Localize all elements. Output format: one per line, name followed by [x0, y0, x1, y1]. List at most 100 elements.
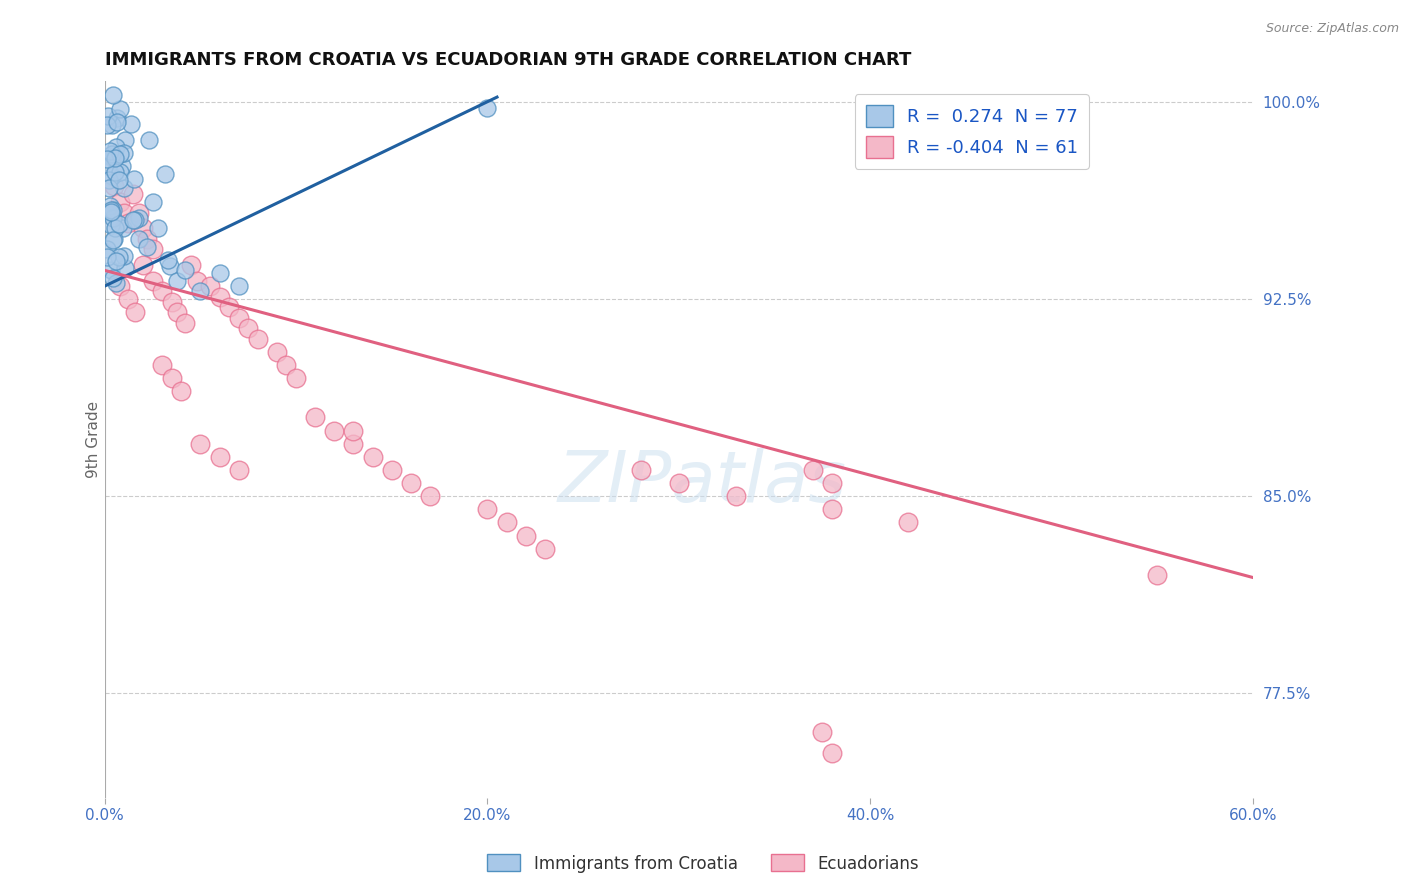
Point [285, 371, 308, 385]
Point [1146, 568, 1168, 582]
Point [725, 489, 748, 503]
Point [108, 279, 131, 293]
Text: ZIPatlas: ZIPatlas [557, 448, 846, 517]
Point [266, 344, 288, 359]
Point [98, 204, 121, 219]
Point [159, 259, 181, 273]
Point [124, 213, 146, 227]
Point [156, 252, 179, 267]
Point [477, 101, 499, 115]
Point [128, 205, 150, 219]
Point [218, 300, 240, 314]
Point [100, 146, 122, 161]
Point [174, 316, 197, 330]
Point [208, 290, 231, 304]
Point [112, 205, 135, 219]
Point [104, 152, 127, 166]
Point [208, 266, 231, 280]
Point [419, 489, 441, 503]
Point [238, 321, 260, 335]
Point [135, 232, 157, 246]
Point [105, 115, 128, 129]
Point [381, 463, 404, 477]
Point [97, 148, 120, 162]
Y-axis label: 9th Grade: 9th Grade [86, 401, 101, 478]
Text: IMMIGRANTS FROM CROATIA VS ECUADORIAN 9TH GRADE CORRELATION CHART: IMMIGRANTS FROM CROATIA VS ECUADORIAN 9T… [104, 51, 911, 69]
Point [103, 232, 125, 246]
Point [174, 263, 197, 277]
Point [141, 243, 163, 257]
Point [801, 463, 824, 477]
Point [153, 167, 176, 181]
Point [112, 181, 135, 195]
Point [190, 436, 212, 450]
Point [228, 279, 250, 293]
Point [150, 285, 173, 299]
Point [128, 232, 150, 246]
Point [105, 140, 128, 154]
Point [141, 274, 163, 288]
Point [342, 424, 364, 438]
Point [100, 218, 122, 232]
Point [150, 358, 173, 372]
Point [111, 160, 134, 174]
Point [98, 181, 121, 195]
Point [304, 410, 326, 425]
Point [246, 332, 269, 346]
Point [105, 276, 128, 290]
Point [108, 250, 131, 264]
Point [170, 384, 193, 398]
Point [198, 279, 221, 293]
Point [122, 213, 145, 227]
Point [103, 270, 125, 285]
Point [141, 195, 163, 210]
Point [97, 173, 120, 187]
Point [101, 233, 124, 247]
Point [534, 541, 557, 556]
Point [97, 159, 120, 173]
Point [114, 133, 136, 147]
Point [132, 258, 155, 272]
Point [821, 502, 844, 516]
Point [105, 112, 128, 126]
Point [166, 274, 188, 288]
Point [323, 424, 346, 438]
Point [103, 211, 125, 225]
Point [186, 274, 208, 288]
Point [101, 202, 124, 217]
Point [103, 179, 125, 194]
Legend: Immigrants from Croatia, Ecuadorians: Immigrants from Croatia, Ecuadorians [481, 847, 925, 880]
Point [108, 146, 131, 161]
Point [122, 187, 145, 202]
Point [361, 450, 384, 464]
Point [104, 150, 127, 164]
Point [114, 260, 136, 275]
Point [160, 294, 183, 309]
Point [668, 476, 690, 491]
Point [180, 258, 202, 272]
Point [128, 211, 150, 225]
Point [495, 516, 517, 530]
Point [160, 371, 183, 385]
Point [117, 216, 139, 230]
Point [108, 195, 131, 210]
Point [342, 436, 364, 450]
Point [100, 144, 122, 158]
Point [811, 725, 834, 739]
Point [108, 173, 131, 187]
Point [96, 118, 118, 132]
Point [166, 305, 188, 319]
Point [111, 220, 134, 235]
Point [190, 285, 212, 299]
Point [399, 476, 422, 491]
Point [122, 172, 145, 186]
Point [276, 358, 298, 372]
Point [96, 242, 118, 256]
Text: Source: ZipAtlas.com: Source: ZipAtlas.com [1265, 22, 1399, 36]
Point [228, 463, 250, 477]
Point [108, 165, 131, 179]
Point [101, 151, 124, 165]
Point [117, 292, 139, 306]
Point [135, 240, 157, 254]
Point [104, 220, 127, 235]
